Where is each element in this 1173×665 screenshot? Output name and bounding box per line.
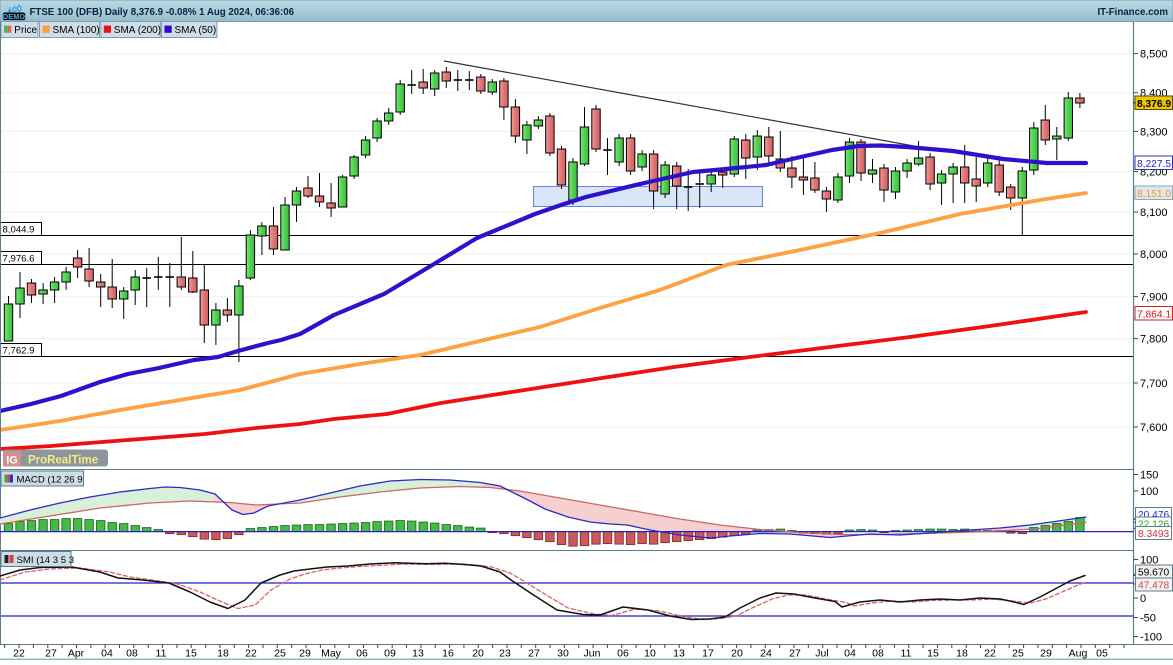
svg-text:15: 15 [927,648,939,660]
svg-text:13: 13 [673,648,685,660]
svg-text:25: 25 [274,648,286,660]
svg-text:IG: IG [6,455,18,467]
svg-text:8,100: 8,100 [1140,207,1168,219]
svg-text:FTSE 100 (DFB) Daily 8,376.9 -: FTSE 100 (DFB) Daily 8,376.9 -0.08% 1 Au… [30,7,295,18]
svg-text:05: 05 [1096,648,1108,660]
svg-text:Jun: Jun [584,648,601,660]
svg-text:7,762.9: 7,762.9 [3,346,35,357]
svg-text:59.670: 59.670 [1138,568,1169,579]
svg-text:7,700: 7,700 [1140,378,1168,390]
svg-text:06: 06 [617,648,629,660]
svg-text:8,151.0: 8,151.0 [1137,189,1171,200]
svg-text:15: 15 [185,648,197,660]
svg-text:30: 30 [557,648,569,660]
svg-text:22: 22 [13,648,25,660]
svg-text:08: 08 [126,648,138,660]
svg-text:20: 20 [731,648,743,660]
svg-text:20: 20 [472,648,484,660]
svg-text:Price: Price [14,25,37,36]
svg-text:47.478: 47.478 [1138,581,1169,592]
svg-text:DEMO: DEMO [3,12,26,21]
svg-text:100: 100 [1140,486,1158,498]
svg-text:22: 22 [984,648,996,660]
svg-text:8,376.9: 8,376.9 [1137,99,1171,110]
svg-text:23: 23 [499,648,511,660]
svg-text:8,500: 8,500 [1140,49,1168,61]
svg-text:Aug: Aug [1069,648,1088,660]
svg-text:8,300: 8,300 [1140,126,1168,138]
svg-text:0: 0 [1140,593,1146,605]
svg-text:ProRealTime: ProRealTime [28,455,98,467]
svg-text:29: 29 [1040,648,1052,660]
svg-text:-50: -50 [1140,613,1156,625]
svg-text:18: 18 [217,648,229,660]
svg-text:06: 06 [356,648,368,660]
svg-text:IT-Finance.com: IT-Finance.com [1097,7,1168,18]
svg-text:29: 29 [299,648,311,660]
svg-text:24: 24 [760,648,772,660]
svg-text:SMA (100): SMA (100) [53,25,100,36]
svg-text:7,800: 7,800 [1140,334,1168,346]
svg-text:22.126: 22.126 [1138,520,1169,531]
svg-text:-100: -100 [1140,632,1162,644]
svg-text:27: 27 [45,648,57,660]
svg-text:22: 22 [245,648,257,660]
svg-text:MACD (12 26 9: MACD (12 26 9 [17,474,83,485]
svg-text:Jul: Jul [815,648,828,660]
svg-text:7,600: 7,600 [1140,422,1168,434]
svg-text:11: 11 [156,648,167,660]
svg-text:27: 27 [789,648,801,660]
svg-text:27: 27 [528,648,540,660]
svg-text:7,864.1: 7,864.1 [1137,309,1171,320]
svg-text:8,044.9: 8,044.9 [3,225,35,236]
svg-text:09: 09 [384,648,396,660]
svg-text:13: 13 [412,648,424,660]
svg-text:7,976.6: 7,976.6 [3,254,35,265]
svg-text:16: 16 [442,648,454,660]
svg-text:17: 17 [702,648,714,660]
svg-text:25: 25 [1012,648,1024,660]
svg-text:10: 10 [644,648,656,660]
svg-text:8,227.5: 8,227.5 [1137,159,1171,170]
svg-text:SMI (14 3 5 3: SMI (14 3 5 3 [17,555,75,566]
svg-text:8,000: 8,000 [1140,249,1168,261]
svg-text:150: 150 [1140,470,1158,482]
svg-text:18: 18 [956,648,968,660]
svg-text:SMA (200): SMA (200) [114,25,161,36]
svg-text:20.476: 20.476 [1138,510,1169,521]
svg-text:08: 08 [872,648,884,660]
svg-text:SMA (50): SMA (50) [175,25,217,36]
svg-text:May: May [321,648,342,660]
svg-text:100: 100 [1140,555,1158,567]
svg-text:7,900: 7,900 [1140,292,1168,304]
svg-text:04: 04 [101,648,113,660]
svg-text:04: 04 [844,648,856,660]
svg-text:Apr: Apr [68,648,85,660]
svg-text:11: 11 [901,648,912,660]
svg-text:8.3493: 8.3493 [1138,529,1169,540]
